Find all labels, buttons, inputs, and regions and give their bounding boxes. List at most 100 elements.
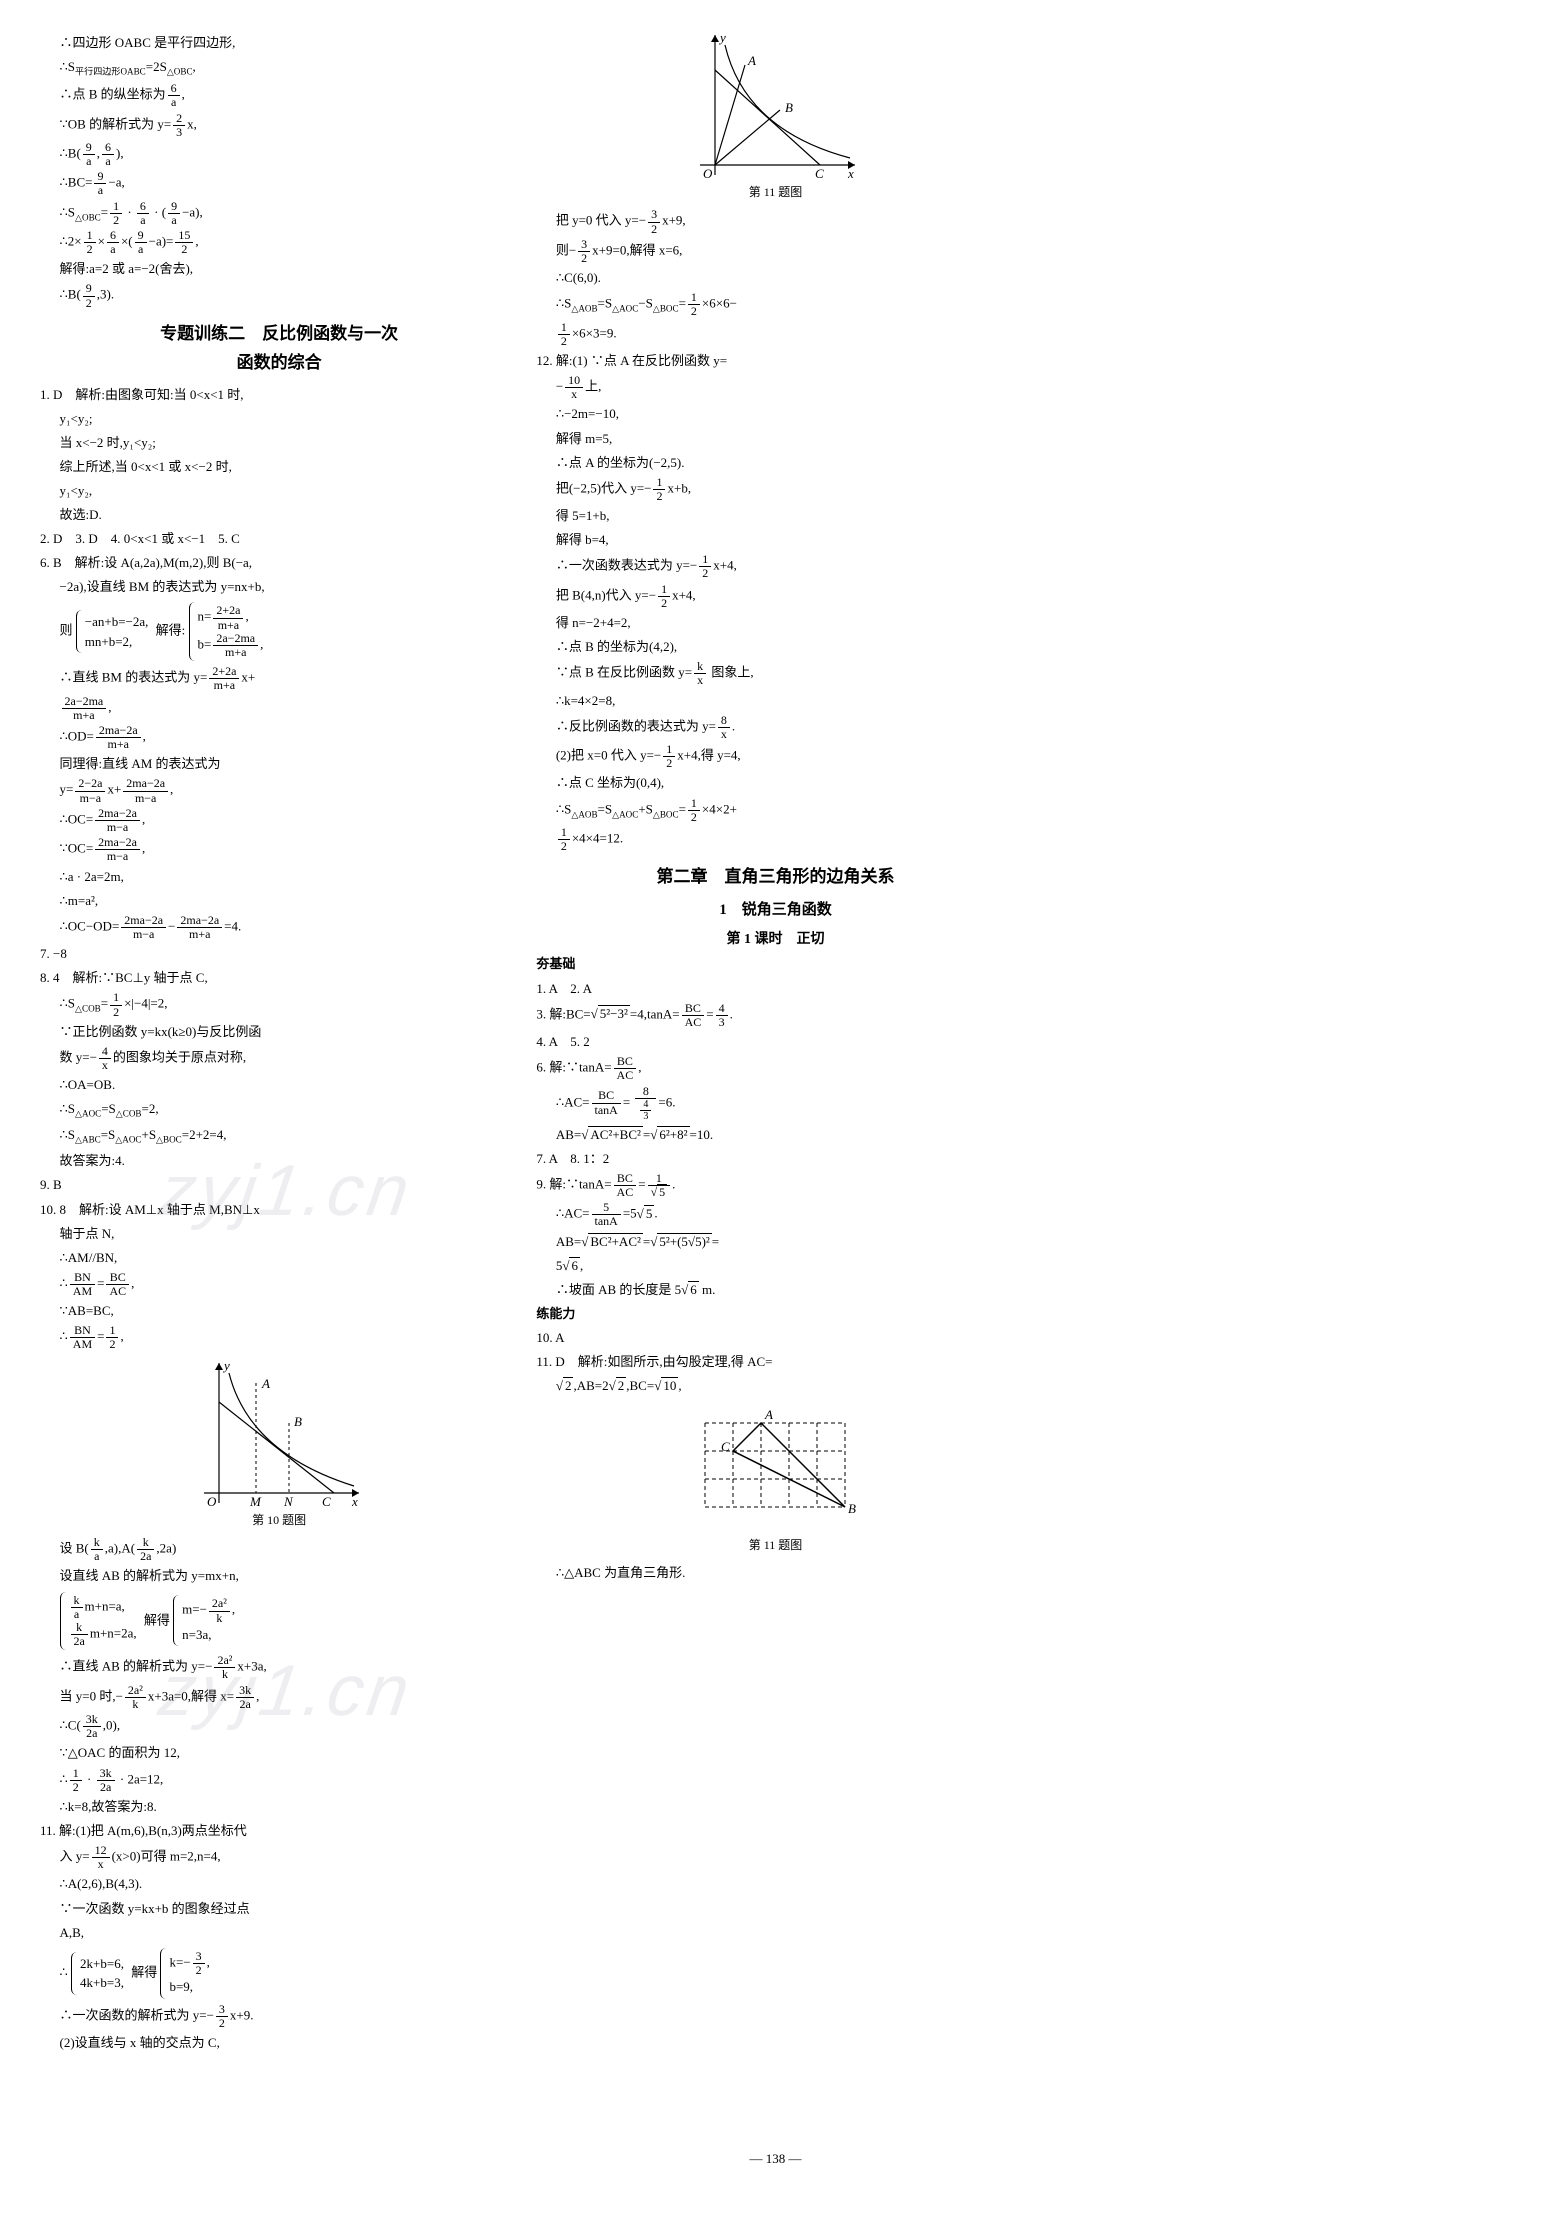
svg-text:B: B: [294, 1414, 302, 1429]
text-line: ∴AM//BN,: [40, 1247, 518, 1269]
text-line: kam+n=a, k2am+n=2a, 解得 m=−2a²k, n=3a,: [40, 1590, 518, 1653]
svg-text:O: O: [703, 166, 713, 180]
text-line: ∴OC−OD=2ma−2am−a−2ma−2am+a=4.: [40, 914, 518, 941]
text-line: ∴C(6,0).: [536, 267, 1014, 289]
svg-text:C: C: [721, 1439, 730, 1454]
svg-text:B: B: [848, 1501, 856, 1516]
text-line: 当 x<−2 时,y₁<y₂;: [40, 432, 518, 454]
lesson-title: 第 1 课时 正切: [536, 928, 1014, 952]
text-line: 56,: [536, 1255, 1014, 1277]
svg-text:A: A: [747, 53, 756, 68]
answer-line: 11. 解:(1)把 A(m,6),B(n,3)两点坐标代: [40, 1820, 518, 1842]
text-line: −10x上,: [536, 374, 1014, 401]
text-line: ∴12 · 3k2a · 2a=12,: [40, 1767, 518, 1794]
text-line: ∴2×12×6a×(9a−a)=152,: [40, 229, 518, 256]
text-line: ∴一次函数的解析式为 y=−32x+9.: [40, 2003, 518, 2030]
svg-text:N: N: [283, 1494, 294, 1508]
answer-line: 6. 解:∵tanA=BCAC,: [536, 1055, 1014, 1082]
text-line: ∴直线 BM 的表达式为 y=2+2am+ax+: [40, 665, 518, 692]
text-line: y₁<y₂,: [40, 480, 518, 502]
section-title: 专题训练二 反比例函数与一次 函数的综合: [40, 320, 518, 378]
text-line: ∵一次函数 y=kx+b 的图象经过点: [40, 1898, 518, 1920]
text-line: 解得 b=4,: [536, 529, 1014, 551]
text-line: 12×6×3=9.: [536, 321, 1014, 348]
text-line: ∵△OAC 的面积为 12,: [40, 1742, 518, 1764]
text-line: ∴S△ABC=S△AOC+S△BOC=2+2=4,: [40, 1124, 518, 1148]
text-line: 设直线 AB 的解析式为 y=mx+n,: [40, 1565, 518, 1587]
text-line: ∴S△AOB=S△AOC−S△BOC=12×6×6−: [536, 291, 1014, 318]
svg-text:C: C: [322, 1494, 331, 1508]
figure-11b: A C B 第 11 题图: [536, 1403, 1014, 1555]
text-line: ∵OC=2ma−2am−a,: [40, 836, 518, 863]
text-line: 故选:D.: [40, 504, 518, 526]
text-line: 2a−2mam+a,: [40, 695, 518, 722]
text-line: ∴S△AOC=S△COB=2,: [40, 1098, 518, 1122]
text-line: 2,AB=22,BC=10,: [536, 1375, 1014, 1397]
text-line: ∴S△AOB=S△AOC+S△BOC=12×4×2+: [536, 797, 1014, 824]
answer-line: 7. A 8. 1：2: [536, 1148, 1014, 1170]
text-line: ∴四边形 OABC 是平行四边形,: [40, 32, 518, 54]
text-line: ∴S平行四边形OABC=2S△OBC,: [40, 56, 518, 80]
figure-10: A B O M N C x y 第 10 题图: [40, 1358, 518, 1530]
answer-line: 11. D 解析:如图所示,由勾股定理,得 AC=: [536, 1351, 1014, 1373]
text-line: ∴OD=2ma−2am+a,: [40, 724, 518, 751]
text-line: ∴反比例函数的表达式为 y=8x.: [536, 714, 1014, 741]
text-line: 把(−2,5)代入 y=−12x+b,: [536, 476, 1014, 503]
answer-line: 12. 解:(1) ∵点 A 在反比例函数 y=: [536, 350, 1014, 372]
text-line: ∵AB=BC,: [40, 1300, 518, 1322]
text-line: ∴点 B 的纵坐标为6a,: [40, 82, 518, 109]
text-line: 解得 m=5,: [536, 428, 1014, 450]
svg-text:A: A: [261, 1376, 270, 1391]
text-line: ∵点 B 在反比例函数 y=kx 图象上,: [536, 660, 1014, 687]
text-line: AB=BC²+AC²=5²+(5√5)²=: [536, 1231, 1014, 1253]
answer-line: 1. D 解析:由图象可知:当 0<x<1 时,: [40, 384, 518, 406]
text-line: ∴BNAM=BCAC,: [40, 1271, 518, 1298]
subsection-label: 夯基础: [536, 953, 1014, 975]
page-number: — 138 —: [40, 2148, 1511, 2170]
text-line: −2a),设直线 BM 的表达式为 y=nx+b,: [40, 576, 518, 598]
answer-line: 9. B: [40, 1174, 518, 1196]
text-line: ∴B(9a,6a),: [40, 141, 518, 168]
answer-line: 3. 解:BC=5²−3²=4,tanA=BCAC=43.: [536, 1002, 1014, 1029]
text-line: 把 y=0 代入 y=−32x+9,: [536, 208, 1014, 235]
text-line: (2)把 x=0 代入 y=−12x+4,得 y=4,: [536, 743, 1014, 770]
answer-line: 9. 解:∵tanA=BCAC=15.: [536, 1172, 1014, 1199]
text-line: ∴BNAM=12,: [40, 1324, 518, 1351]
text-line: 同理得:直线 AM 的表达式为: [40, 753, 518, 775]
text-line: ∴A(2,6),B(4,3).: [40, 1873, 518, 1895]
text-line: 把 B(4,n)代入 y=−12x+4,: [536, 583, 1014, 610]
text-line: ∴一次函数表达式为 y=−12x+4,: [536, 553, 1014, 580]
svg-text:A: A: [764, 1407, 773, 1422]
text-line: ∴a · 2a=2m,: [40, 866, 518, 888]
text-line: 数 y=−4x的图象均关于原点对称,: [40, 1045, 518, 1072]
text-line: 得 n=−2+4=2,: [536, 612, 1014, 634]
text-line: ∴−2m=−10,: [536, 403, 1014, 425]
answer-line: 7. −8: [40, 943, 518, 965]
answer-line: 10. A: [536, 1327, 1014, 1349]
svg-text:B: B: [785, 100, 793, 115]
text-line: ∴AC=BCtanA= 843=6.: [536, 1085, 1014, 1122]
text-line: y=2−2am−ax+2ma−2am−a,: [40, 777, 518, 804]
text-line: ∴点 A 的坐标为(−2,5).: [536, 452, 1014, 474]
answer-line: 8. 4 解析:∵BC⊥y 轴于点 C,: [40, 967, 518, 989]
text-line: ∴BC=9a−a,: [40, 170, 518, 197]
text-line: 解得:a=2 或 a=−2(舍去),: [40, 258, 518, 280]
text-line: ∴S△COB=12×|−4|=2,: [40, 991, 518, 1018]
subsection-label: 练能力: [536, 1303, 1014, 1325]
text-line: 入 y=12x(x>0)可得 m=2,n=4,: [40, 1844, 518, 1871]
svg-text:C: C: [815, 166, 824, 180]
text-line: 12×4×4=12.: [536, 826, 1014, 853]
text-line: ∴直线 AB 的解析式为 y=−2a²kx+3a,: [40, 1654, 518, 1681]
text-line: ∴OC=2ma−2am−a,: [40, 807, 518, 834]
svg-text:x: x: [351, 1494, 358, 1508]
text-line: ∴点 C 坐标为(0,4),: [536, 772, 1014, 794]
text-line: ∴C(3k2a,0),: [40, 1713, 518, 1740]
text-line: AB=AC²+BC²=6²+8²=10.: [536, 1124, 1014, 1146]
text-line: 当 y=0 时,−2a²kx+3a=0,解得 x=3k2a,: [40, 1684, 518, 1711]
svg-text:y: y: [222, 1358, 230, 1373]
text-line: ∴△ABC 为直角三角形.: [536, 1562, 1014, 1584]
answer-line: 2. D 3. D 4. 0<x<1 或 x<−1 5. C: [40, 528, 518, 550]
text-line: 轴于点 N,: [40, 1223, 518, 1245]
page-content: ∴四边形 OABC 是平行四边形, ∴S平行四边形OABC=2S△OBC, ∴点…: [40, 30, 1511, 2130]
text-line: ∵正比例函数 y=kx(k≥0)与反比例函: [40, 1021, 518, 1043]
